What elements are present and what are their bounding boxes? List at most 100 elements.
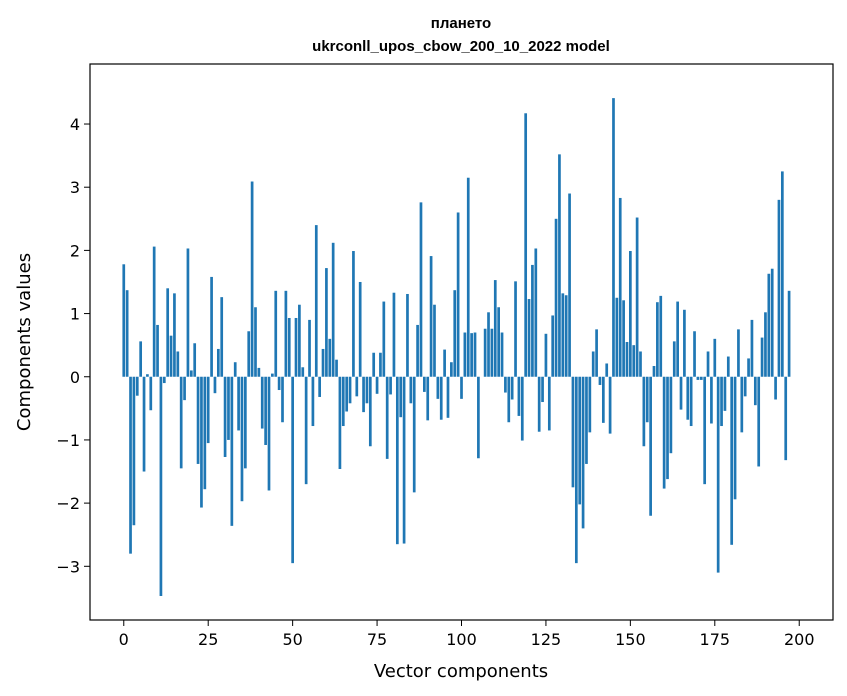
bar-48 [284,290,288,377]
bar-184 [743,376,747,397]
bar-7 [146,374,149,377]
bar-160 [662,376,666,489]
bar-54 [304,376,308,485]
bar-158 [656,302,659,377]
bar-27 [213,376,217,394]
bar-118 [520,376,524,441]
bar-43 [267,376,271,491]
bar-38 [250,181,254,377]
bar-126 [547,376,551,431]
bar-60 [325,268,328,377]
bar-189 [760,337,764,377]
bar-172 [703,376,707,485]
bar-83 [402,376,406,544]
bar-169 [693,331,696,377]
bar-78 [385,376,389,459]
bar-191 [767,273,771,377]
bar-119 [524,113,528,377]
plot-frame [89,63,834,621]
bar-45 [274,290,278,377]
bar-92 [433,304,436,377]
bar-13 [166,288,170,377]
y-tick-label: 0 [70,368,80,387]
bar-17 [179,376,183,469]
bar-157 [652,366,656,377]
bar-57 [314,225,318,377]
bar-117 [517,376,521,416]
bar-107 [483,328,487,377]
bar-39 [254,307,257,377]
bar-105 [477,376,480,459]
bar-195 [780,171,784,377]
bar-30 [223,376,227,457]
bar-179 [726,356,730,377]
bar-132 [568,193,571,377]
bar-75 [375,376,379,394]
bar-104 [473,332,477,377]
bar-138 [588,376,592,433]
bar-94 [439,376,443,420]
bar-4 [135,376,139,396]
bar-147 [618,197,622,377]
bar-164 [676,301,679,377]
bar-144 [608,376,612,434]
bar-151 [632,345,636,377]
bar-131 [564,295,568,377]
bar-133 [571,376,575,488]
bar-137 [585,376,588,464]
bar-182 [737,329,740,377]
bar-143 [605,363,609,377]
bar-129 [558,154,561,377]
bar-14 [169,335,173,377]
bar-125 [544,333,548,377]
bar-85 [409,376,413,404]
bar-44 [271,373,274,377]
bar-73 [368,376,372,447]
bar-99 [456,212,460,377]
bar-53 [301,367,305,377]
bar-21 [193,343,197,377]
bar-168 [689,376,693,427]
x-axis-ticks: 0 25 50 75 100 125 150 175 200 [119,620,815,649]
bar-180 [730,376,734,545]
y-tick-label: −1 [56,431,80,450]
bar-29 [220,297,224,377]
bar-153 [639,351,642,377]
bar-122 [534,248,538,377]
bar-112 [500,332,504,377]
bar-149 [625,342,629,377]
bar-55 [308,319,311,377]
x-tick-label: 200 [784,630,815,649]
bar-20 [189,370,193,377]
bar-28 [216,348,220,377]
bar-120 [527,299,531,377]
bar-152 [635,217,639,377]
bar-188 [757,376,761,467]
bar-142 [601,376,605,423]
bar-139 [591,351,595,377]
bar-196 [784,376,788,461]
bar-32 [230,376,234,526]
bar-115 [510,376,514,400]
y-tick-label: −2 [56,494,80,513]
bar-116 [514,281,517,377]
bar-65 [341,376,345,427]
bar-173 [706,351,710,377]
bar-31 [227,376,230,440]
bar-103 [470,333,473,377]
bar-58 [318,376,321,397]
bar-197 [787,290,791,377]
bar-41 [260,376,264,429]
bars-group [122,98,791,596]
bar-49 [287,317,291,377]
bar-1 [125,290,129,377]
x-axis-label: Vector components [374,661,548,682]
bar-3 [132,376,136,526]
bar-35 [240,376,244,502]
bar-93 [436,376,440,399]
bar-136 [581,376,585,529]
bar-72 [365,376,369,404]
bar-155 [645,376,649,423]
bar-12 [162,376,166,384]
